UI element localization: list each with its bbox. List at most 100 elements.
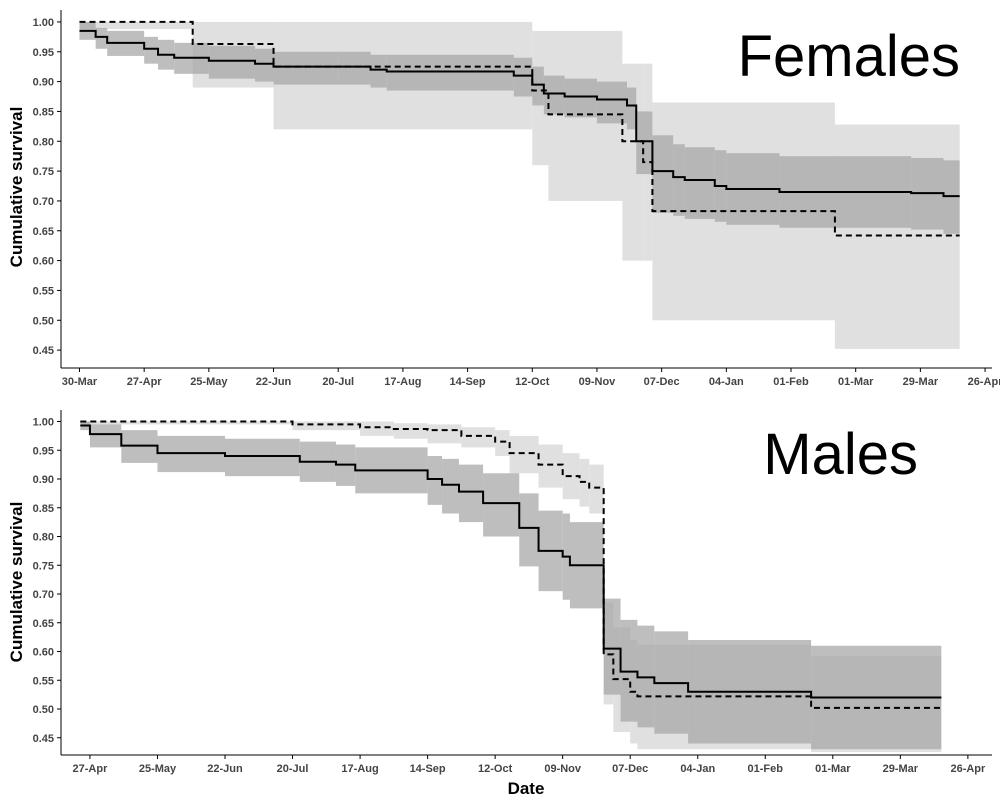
males-y-tick-label: 0.45: [33, 733, 54, 745]
males-x-tick-label: 27-Apr: [73, 763, 109, 775]
males-y-tick-label: 0.90: [33, 474, 54, 486]
females-x-tick-label: 20-Jul: [322, 376, 354, 388]
females-dashed-ci-step: [79, 21, 193, 30]
females-x-tick-label: 17-Aug: [384, 376, 421, 388]
males-y-tick-label: 0.85: [33, 503, 54, 515]
females-y-tick-label: 0.95: [33, 47, 54, 59]
males-solid-ci-step: [427, 456, 443, 505]
females-solid-ci-step: [370, 54, 387, 88]
females-dashed-survival-line: [79, 20, 960, 237]
males-x-tick-label: 26-Apr: [950, 763, 986, 775]
females-x-tick-label: 14-Sep: [450, 376, 486, 388]
females-y-tick-label: 0.45: [33, 345, 54, 357]
males-dashed-ci-step: [360, 421, 394, 436]
males-dashed-ci-step: [427, 424, 462, 444]
females-solid-ci-step: [564, 78, 597, 118]
males-y-tick-label: 0.70: [33, 589, 54, 601]
females-solid-ci-step: [636, 111, 653, 175]
females-solid-ci-step: [596, 81, 627, 124]
males-x-tick-label: 17-Aug: [341, 763, 378, 775]
females-solid-ci-step: [95, 27, 108, 49]
females-y-tick-label: 0.85: [33, 106, 54, 118]
males-y-tick-label: 0.55: [33, 675, 54, 687]
females-y-tick-label: 0.75: [33, 166, 54, 178]
males-dashed-survival-line: [80, 420, 942, 709]
males-dashed-ci-step: [292, 421, 361, 431]
males-x-tick-label: 25-May: [139, 763, 177, 775]
females-y-tick-label: 0.80: [33, 136, 54, 148]
males-y-tick-label: 0.50: [33, 704, 54, 716]
males-y-axis-label: Cumulative survival: [7, 502, 26, 663]
males-y-tick-label: 0.80: [33, 532, 54, 544]
males-x-tick-label: 14-Sep: [410, 763, 446, 775]
males-axes: 0.45 0.50 0.55 0.60 0.65 0.70 0.75 0.80 0.85 0.90…: [33, 410, 992, 775]
females-x-tick-label: 01-Feb: [773, 376, 809, 388]
males-dashed-ci-step: [80, 421, 293, 425]
females-y-axis-label: Cumulative survival: [7, 107, 26, 268]
males-solid-ci-step: [519, 493, 539, 567]
females-solid-ci-step: [338, 51, 371, 85]
females-y-tick-label: 0.55: [33, 285, 54, 297]
females-solid-ci-step: [532, 66, 544, 106]
females-panel: 0.45 0.50 0.55 0.60 0.65 0.70 0.75 0.80 0.85 0.90…: [7, 10, 1000, 388]
females-solid-ci-step: [386, 54, 514, 91]
females-solid-survival-line: [79, 29, 960, 198]
males-x-tick-label: 09-Nov: [544, 763, 582, 775]
males-solid-ci-step: [225, 438, 300, 477]
males-dashed-ci-step: [393, 423, 428, 439]
females-y-tick-label: 0.90: [33, 77, 54, 89]
males-dashed-ci-step: [461, 427, 496, 448]
females-solid-ci-step: [513, 57, 533, 97]
females-x-tick-label: 26-Apr: [968, 376, 1000, 388]
females-survival-lines: [79, 20, 960, 237]
females-x-tick-label: 04-Jan: [709, 376, 744, 388]
females-solid-ci-step: [684, 147, 715, 219]
females-x-tick-label: 09-Nov: [579, 376, 617, 388]
females-x-tick-label: 27-Apr: [127, 376, 163, 388]
males-x-tick-label: 04-Jan: [680, 763, 715, 775]
females-y-tick-label: 0.50: [33, 315, 54, 327]
males-survival-lines: [80, 420, 942, 709]
females-y-tick-label: 0.70: [33, 196, 54, 208]
females-y-tick-label: 0.65: [33, 226, 54, 238]
females-x-tick-label: 30-Mar: [62, 376, 98, 388]
females-x-tick-label: 22-Jun: [256, 376, 292, 388]
males-x-tick-label: 07-Dec: [612, 763, 648, 775]
males-solid-survival-line: [80, 424, 942, 699]
males-y-tick-label: 1.00: [33, 417, 54, 429]
males-dashed-ci-step: [509, 435, 539, 474]
males-solid-ci-step: [458, 464, 484, 523]
females-y-tick-label: 0.60: [33, 256, 54, 268]
males-x-tick-label: 01-Mar: [815, 763, 851, 775]
females-solid-ci-step: [626, 87, 637, 130]
females-solid-ci-step: [144, 36, 159, 64]
females-solid-ci-step: [652, 135, 674, 213]
males-panel: 0.45 0.50 0.55 0.60 0.65 0.70 0.75 0.80 0.85 0.90…: [7, 410, 992, 775]
males-solid-ci-step: [89, 424, 122, 448]
females-x-tick-label: 12-Oct: [515, 376, 550, 388]
females-solid-ci-step: [255, 48, 274, 82]
females-solid-ci-step: [208, 45, 256, 79]
males-x-tick-label: 22-Jun: [207, 763, 243, 775]
females-solid-ci-step: [273, 51, 339, 85]
males-x-tick-label: 01-Feb: [748, 763, 784, 775]
females-solid-ci-step: [673, 144, 685, 216]
males-solid-ci-step: [603, 598, 621, 695]
females-y-tick-label: 1.00: [33, 17, 54, 29]
females-x-tick-label: 29-Mar: [903, 376, 939, 388]
males-y-tick-label: 0.65: [33, 618, 54, 630]
x-axis-label: Date: [508, 779, 545, 798]
females-panel-title: Females: [738, 24, 960, 89]
males-dashed-ci-step: [589, 464, 604, 514]
males-y-tick-label: 0.95: [33, 445, 54, 457]
males-solid-ci-step: [483, 473, 520, 537]
males-y-tick-label: 0.75: [33, 560, 54, 572]
males-solid-ci-step: [442, 458, 459, 514]
males-dashed-ci-step: [495, 430, 510, 456]
males-y-tick-label: 0.60: [33, 647, 54, 659]
males-x-tick-label: 29-Mar: [883, 763, 919, 775]
males-panel-title: Males: [763, 422, 918, 487]
females-solid-ci-step: [543, 75, 565, 115]
females-x-tick-label: 25-May: [190, 376, 228, 388]
